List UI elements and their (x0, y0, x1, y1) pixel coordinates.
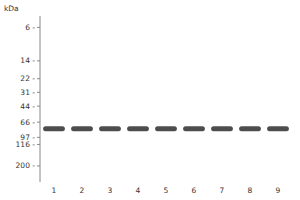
y-tick-label: 97 - (20, 133, 35, 142)
y-tick (37, 60, 40, 61)
y-tick (37, 137, 40, 138)
chart: 200 -116 -97 -66 -44 -31 -22 -14 -6 -kDa… (0, 0, 300, 200)
y-axis-label: kDa (4, 4, 19, 13)
y-tick (37, 106, 40, 107)
band (74, 126, 91, 131)
x-tick-label: 7 (220, 186, 225, 195)
band (186, 126, 203, 131)
y-tick (37, 92, 40, 93)
x-tick-label: 1 (52, 186, 57, 195)
y-tick (37, 165, 40, 166)
y-tick-label: 200 - (16, 161, 36, 170)
y-axis-line (40, 16, 41, 182)
band (46, 126, 63, 131)
x-tick-label: 4 (136, 186, 141, 195)
y-tick (37, 78, 40, 79)
x-tick-label: 2 (80, 186, 85, 195)
y-tick-label: 6 - (25, 23, 35, 32)
y-tick (37, 122, 40, 123)
y-tick-label: 31 - (20, 88, 35, 97)
band (270, 126, 287, 131)
bands (46, 128, 287, 129)
band (242, 126, 259, 131)
x-tick-label: 8 (248, 186, 253, 195)
x-tick-label: 6 (192, 186, 197, 195)
x-tick-label: 9 (276, 186, 281, 195)
x-tick-label: 5 (164, 186, 169, 195)
y-tick-label: 14 - (20, 56, 35, 65)
y-tick (37, 144, 40, 145)
x-tick-label: 3 (108, 186, 113, 195)
band (158, 126, 175, 131)
y-tick-label: 66 - (20, 118, 35, 127)
y-tick-label: 22 - (20, 74, 35, 83)
band (214, 126, 231, 131)
band (102, 126, 119, 131)
y-tick-label: 44 - (20, 102, 35, 111)
y-tick (37, 27, 40, 28)
band (130, 126, 147, 131)
